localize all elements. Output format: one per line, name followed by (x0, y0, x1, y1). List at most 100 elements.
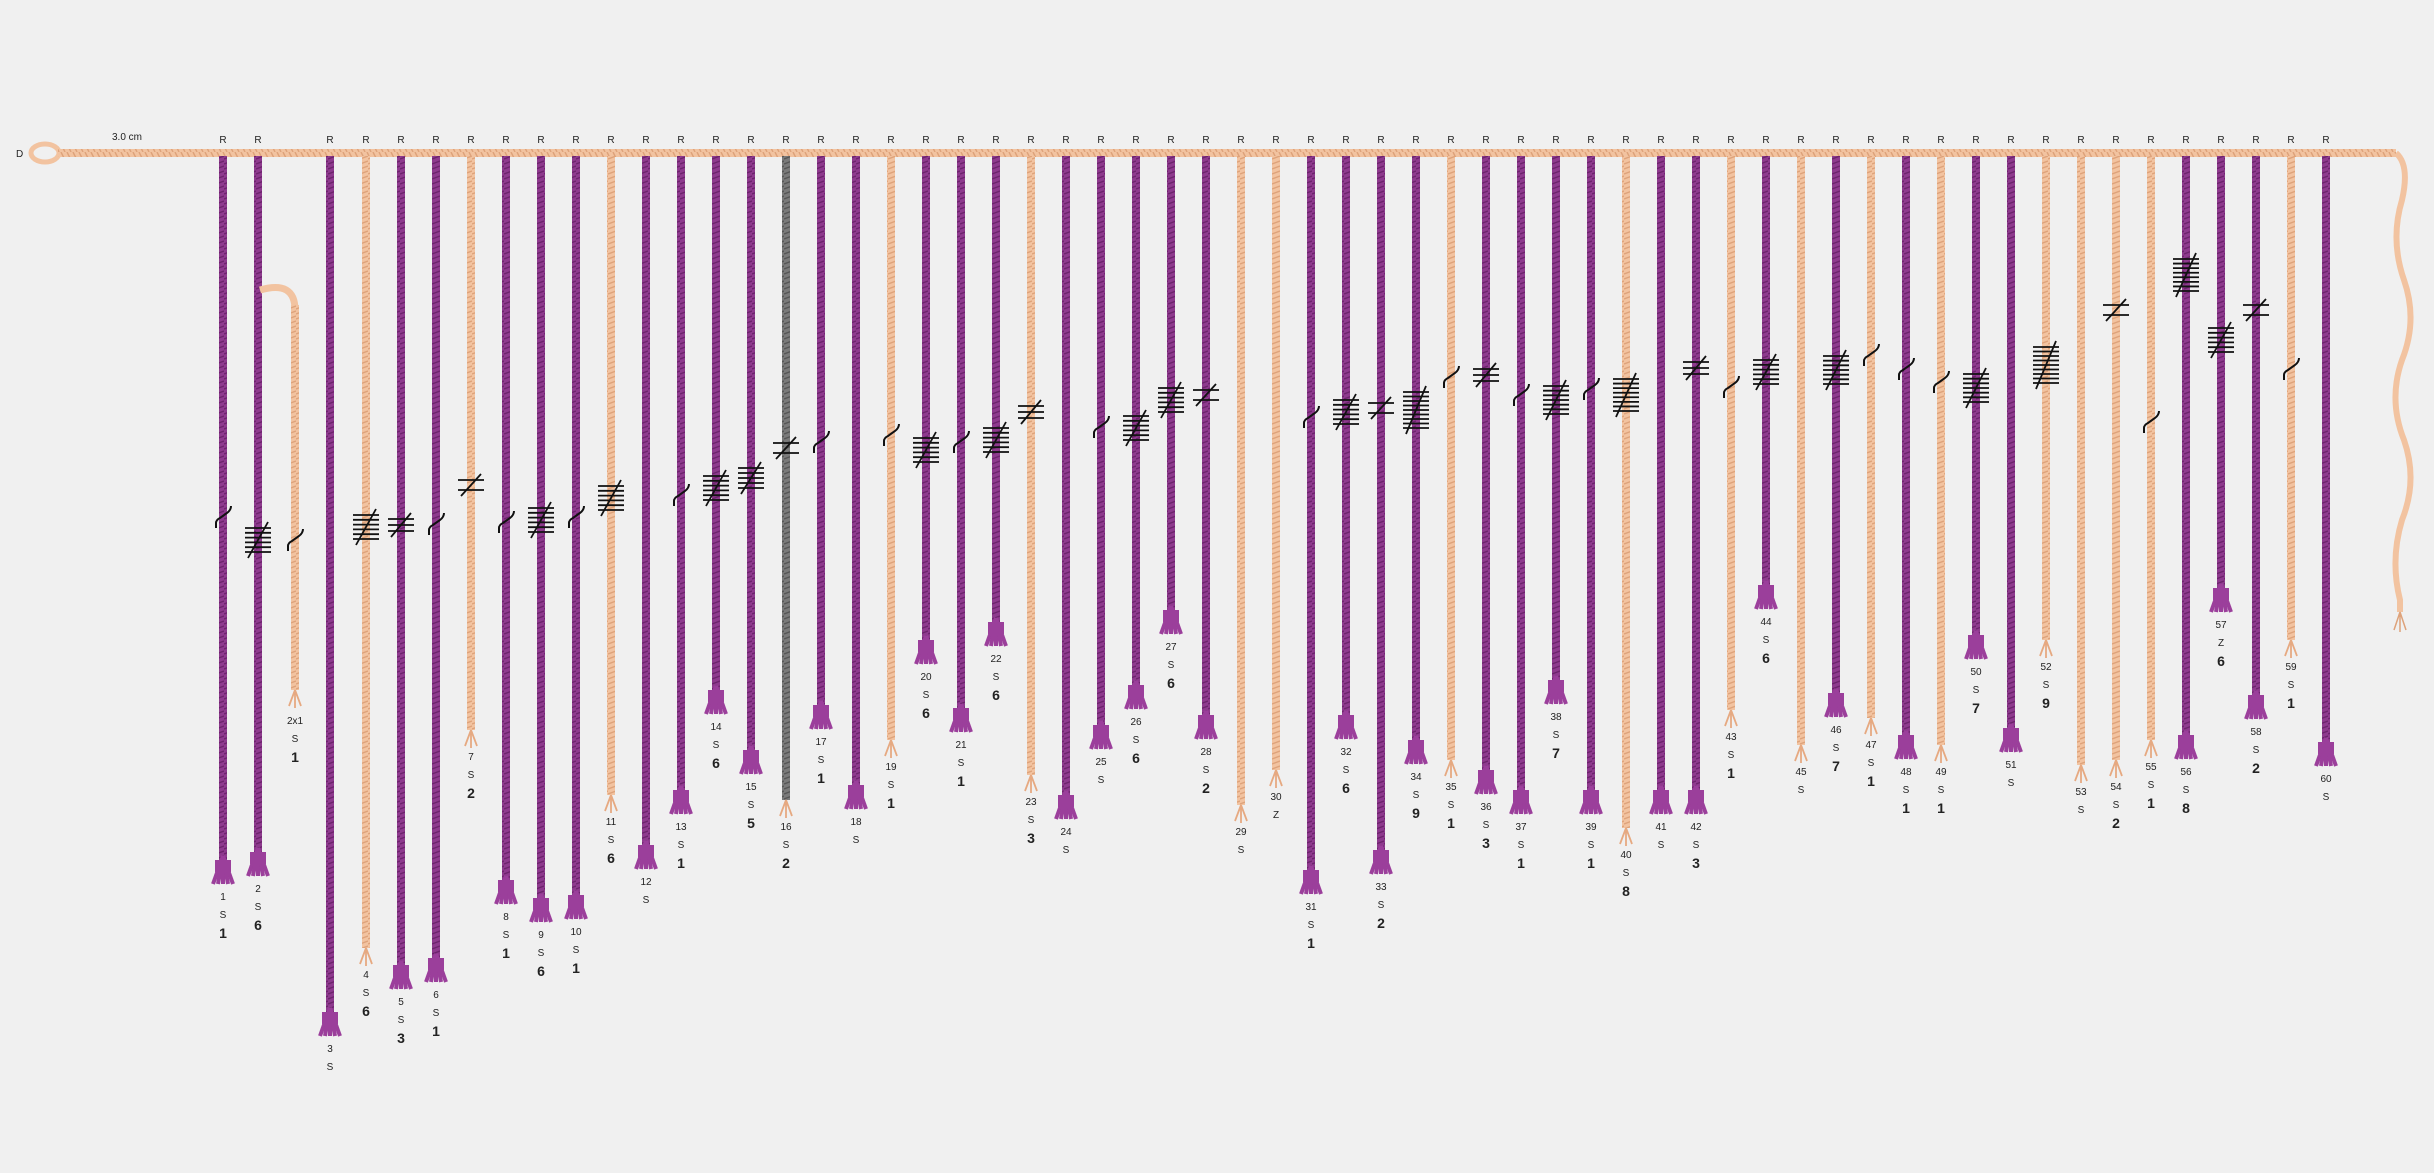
attachment-label: R (1202, 135, 1209, 146)
fray-strand (359, 947, 373, 966)
subsidiary-body (291, 305, 299, 690)
cord-fray (1794, 744, 1808, 763)
pendant-cord: R 27 S 6 (1158, 135, 1184, 691)
pendant-cord: R 55 S 1 (2143, 135, 2160, 811)
cord-value: 6 (362, 1003, 370, 1019)
cord-twist: S (468, 770, 475, 781)
cord-value: 3 (1027, 830, 1035, 846)
cord-fray (2144, 739, 2158, 758)
pendant-cord: R 34 S 9 (1403, 135, 1429, 821)
cord-twist: S (2043, 680, 2050, 691)
attachment-label: R (254, 135, 261, 146)
attachment-label: R (852, 135, 859, 146)
attachment-label: R (1062, 135, 1069, 146)
cord-number: 48 (1900, 767, 1912, 778)
tassel-knob (2318, 742, 2334, 754)
pendant-cord: R 28 S 2 (1193, 135, 1219, 796)
knot-cluster (1543, 379, 1569, 421)
cord-fray (2074, 764, 2088, 783)
pendant-cord: R 10 S 1 (564, 135, 588, 976)
cord-tassel (1369, 845, 1393, 875)
knot-cluster (598, 479, 624, 517)
cord-body (2287, 156, 2295, 640)
fray-strand (1234, 804, 1248, 823)
cord-tassel (564, 890, 588, 920)
cord-number: 1 (220, 892, 226, 903)
attachment-label: R (2007, 135, 2014, 146)
tassel-knob (638, 845, 654, 857)
cord-number: 50 (1970, 667, 1982, 678)
attachment-label: R (1237, 135, 1244, 146)
cord-body (1867, 156, 1875, 718)
cord-tassel (211, 855, 235, 885)
cord-fray (2109, 759, 2123, 778)
cord-value: 5 (747, 815, 755, 831)
cord-twist: S (1798, 785, 1805, 796)
cord-body (747, 156, 755, 760)
tassel-knob (1583, 790, 1599, 802)
fray-strand (2039, 639, 2053, 658)
cord-number: 56 (2180, 767, 2192, 778)
cord-tassel (984, 617, 1008, 647)
cord-body (432, 156, 440, 968)
attachment-label: R (957, 135, 964, 146)
attachment-label: R (1587, 135, 1594, 146)
long-knot (1513, 383, 1530, 406)
cord-tassel (1999, 723, 2023, 753)
knot-cluster (1823, 349, 1849, 391)
pendant-cord: R 44 S 6 (1753, 135, 1779, 666)
tassel-knob (813, 705, 829, 717)
cord-number: 32 (1340, 747, 1352, 758)
cord-body (467, 156, 475, 730)
attachment-label: R (2112, 135, 2119, 146)
cord-tassel (1159, 605, 1183, 635)
attachment-label: R (1342, 135, 1349, 146)
fray-strand (464, 729, 478, 748)
attachment-label: R (2077, 135, 2084, 146)
fray-strand (2144, 739, 2158, 758)
fray-strand (2109, 759, 2123, 778)
attachment-label: R (1377, 135, 1384, 146)
cord-twist: S (888, 780, 895, 791)
tassel-knob (1338, 715, 1354, 727)
cord-number: 18 (850, 817, 862, 828)
cord-number: 7 (468, 752, 474, 763)
attachment-label: R (1797, 135, 1804, 146)
knot-cluster (1683, 355, 1709, 381)
cord-number: 57 (2215, 620, 2227, 631)
long-knot (813, 430, 830, 453)
knot-cluster (245, 521, 271, 559)
tassel-knob (988, 622, 1004, 634)
long-knot (883, 423, 900, 446)
cord-tassel (1124, 680, 1148, 710)
cord-twist: S (220, 910, 227, 921)
cord-twist: S (783, 840, 790, 851)
cord-body (1762, 156, 1770, 595)
cord-twist: S (1658, 840, 1665, 851)
cord-value: 7 (1972, 700, 1980, 716)
tassel-knob (953, 708, 969, 720)
long-knot (1898, 357, 1915, 380)
cord-tassel (1544, 675, 1568, 705)
attachment-label: R (992, 135, 999, 146)
long-knot (1723, 375, 1740, 398)
tassel-knob (1828, 693, 1844, 705)
cord-value: 9 (1412, 805, 1420, 821)
cord-tassel (1299, 865, 1323, 895)
tassel-knob (1373, 850, 1389, 862)
attachment-label: R (572, 135, 579, 146)
cord-body (1272, 156, 1280, 770)
cord-twist: S (1973, 685, 1980, 696)
cord-tassel (494, 875, 518, 905)
pendant-cord: R 51 S (1999, 135, 2023, 789)
knot-cluster (773, 436, 799, 460)
cord-number: 45 (1795, 767, 1807, 778)
tassel-knob (1058, 795, 1074, 807)
cord-value: 6 (2217, 653, 2225, 669)
attachment-label: R (2217, 135, 2224, 146)
cord-fray (2039, 639, 2053, 658)
pendant-cord: R 22 S 6 (983, 135, 1009, 703)
knot-stem (1615, 372, 1637, 418)
cord-value: 1 (1727, 765, 1735, 781)
attachment-label: R (1727, 135, 1734, 146)
